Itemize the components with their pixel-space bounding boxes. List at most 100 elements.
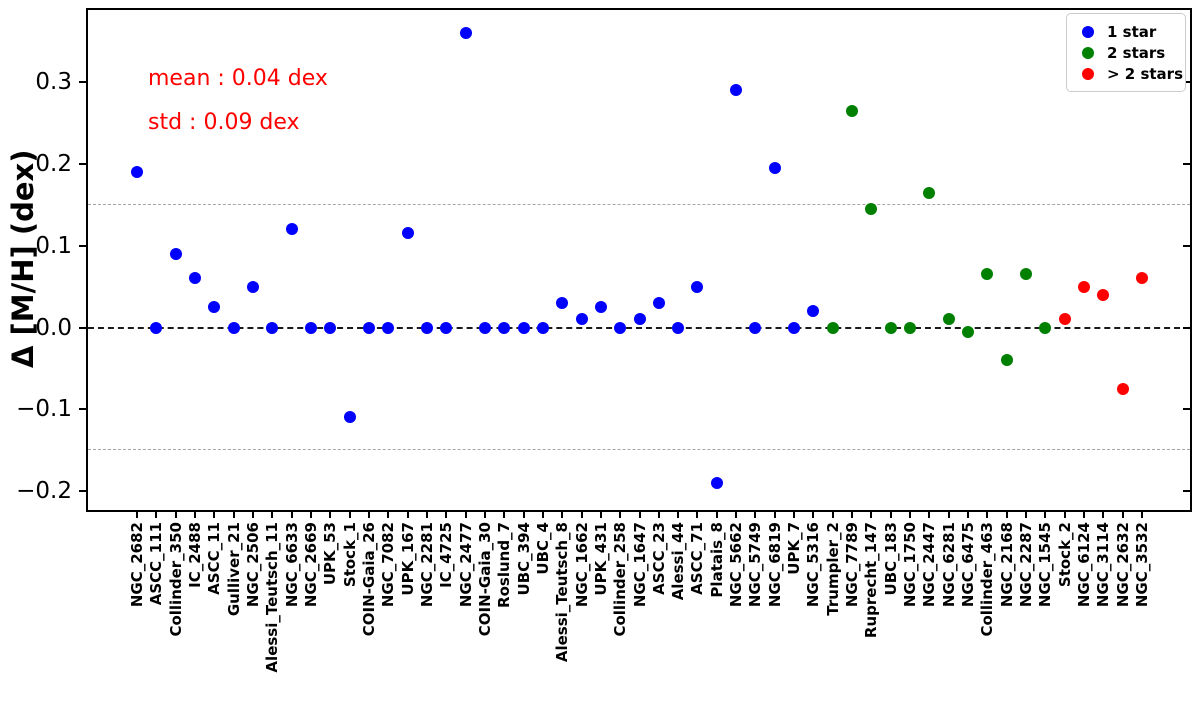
data-point	[266, 321, 279, 334]
data-point	[575, 313, 588, 326]
x-axis-tick	[367, 510, 370, 518]
x-axis-tick	[1121, 510, 1124, 518]
stat-annotation: std : 0.09 dex	[148, 110, 300, 135]
data-point	[208, 301, 221, 314]
x-axis-tick	[193, 510, 196, 518]
x-axis-tick	[715, 510, 718, 518]
x-axis-tick	[406, 510, 409, 518]
x-tick-label: NGC_5316	[804, 522, 823, 608]
data-point	[440, 321, 453, 334]
x-tick-label: NGC_7082	[379, 522, 398, 608]
x-axis-tick	[1005, 510, 1008, 518]
x-axis-tick	[947, 510, 950, 518]
x-axis-tick	[561, 510, 564, 518]
x-axis-tick	[425, 510, 428, 518]
legend-label: 2 stars	[1107, 43, 1166, 62]
x-axis-tick	[464, 510, 467, 518]
x-tick-label: NGC_2632	[1113, 522, 1132, 608]
x-axis-tick	[851, 510, 854, 518]
stat-annotation: mean : 0.04 dex	[148, 66, 328, 91]
x-tick-label: Trumpler_2	[823, 522, 842, 616]
x-axis-tick	[155, 510, 158, 518]
x-tick-label: NGC_3114	[1094, 522, 1113, 608]
data-point	[768, 162, 781, 175]
x-tick-label: NGC_1662	[572, 522, 591, 608]
x-axis-tick	[136, 510, 138, 518]
x-tick-label: NGC_2287	[1017, 522, 1036, 608]
reference-line	[88, 326, 1190, 329]
data-point	[1136, 272, 1148, 285]
x-tick-label: ASCC_11	[205, 522, 224, 595]
y-tick-label: 0.3	[35, 69, 72, 96]
data-point	[691, 280, 704, 293]
reference-line	[88, 203, 1190, 205]
x-axis-tick	[657, 510, 660, 518]
data-point	[1097, 288, 1110, 301]
x-tick-label: UPK_431	[591, 522, 610, 596]
data-point	[459, 27, 472, 40]
data-point	[942, 313, 955, 326]
x-axis-tick	[309, 510, 312, 518]
y-axis-tick	[79, 326, 86, 329]
x-tick-label: NGC_2168	[997, 522, 1016, 608]
x-axis-tick	[483, 510, 486, 518]
x-tick-label: NGC_6281	[939, 522, 958, 608]
y-axis-tick	[1183, 408, 1190, 411]
x-tick-label: UPK_53	[321, 522, 340, 586]
x-axis-tick	[387, 510, 390, 518]
x-tick-label: NGC_2447	[920, 522, 939, 608]
y-axis-tick	[79, 244, 86, 247]
y-axis-tick	[1183, 81, 1190, 84]
legend-marker-icon	[1082, 46, 1094, 59]
data-point	[478, 321, 491, 334]
data-point	[672, 321, 685, 334]
data-point	[227, 321, 240, 334]
x-tick-label: NGC_1647	[630, 522, 649, 608]
x-tick-label: Collinder_463	[978, 522, 997, 637]
y-axis-tick	[1183, 490, 1190, 492]
x-tick-label: NGC_2669	[301, 522, 320, 608]
x-axis-tick	[174, 510, 177, 518]
x-axis-tick	[831, 510, 834, 518]
x-axis-tick	[619, 510, 622, 518]
x-axis-tick	[580, 510, 583, 518]
y-tick-label: 0.2	[35, 151, 72, 177]
y-axis-tick	[79, 81, 86, 84]
x-tick-label: UBC_183	[881, 522, 900, 596]
x-axis-tick	[1083, 510, 1086, 518]
x-tick-label: NGC_6819	[765, 522, 784, 608]
x-tick-label: NGC_1545	[1036, 522, 1055, 608]
x-axis-tick	[773, 510, 776, 518]
data-point	[981, 268, 994, 281]
data-point	[1116, 382, 1129, 395]
x-axis-tick	[1025, 510, 1028, 518]
x-axis-tick	[271, 510, 274, 518]
data-point	[382, 321, 395, 334]
x-axis-tick	[677, 510, 680, 518]
x-tick-label: NGC_5749	[746, 522, 765, 608]
data-point	[188, 272, 201, 285]
data-point	[884, 321, 897, 334]
data-point	[633, 313, 646, 326]
legend-marker-icon	[1082, 25, 1094, 38]
y-tick-label: 0.0	[35, 314, 72, 341]
x-axis-tick	[232, 510, 235, 518]
data-point	[420, 321, 433, 334]
data-point	[246, 280, 259, 293]
data-point	[904, 321, 917, 334]
x-tick-label: UPK_167	[398, 522, 417, 596]
x-axis-tick	[1044, 510, 1047, 518]
x-tick-label: Ruprecht_147	[862, 522, 881, 639]
legend-marker-icon	[1082, 67, 1094, 80]
x-axis-tick	[754, 510, 757, 518]
y-axis-tick	[1183, 163, 1190, 165]
y-axis-tick	[79, 490, 86, 492]
y-axis-tick	[1183, 326, 1190, 329]
x-tick-label: NGC_2281	[417, 522, 436, 608]
data-point	[710, 476, 723, 489]
x-tick-label: UPK_7	[785, 522, 804, 575]
data-point	[1058, 313, 1071, 326]
x-axis-tick	[870, 510, 873, 518]
data-point	[594, 301, 607, 314]
x-axis-tick	[1102, 510, 1105, 518]
